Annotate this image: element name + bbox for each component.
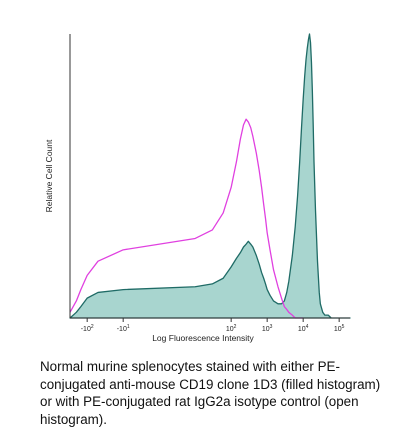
x-axis-title: Log Fluorescence Intensity [152,333,254,343]
x-tick-label: 105 [334,324,345,333]
x-tick-label: 102 [226,324,237,333]
figure-caption: Normal murine splenocytes stained with e… [40,359,381,427]
x-tick-label: -102 [81,324,94,333]
filled-histogram-series [69,33,351,319]
x-tick-label: 104 [298,324,309,333]
open-histogram-series [69,118,304,319]
histogram-chart: -102 -101 102 103 104 105 Log Fluorescence In… [44,33,351,343]
x-tick-label: 103 [262,324,273,333]
y-axis-title: Relative Cell Count [44,139,54,212]
plot-marks [69,33,351,319]
x-tick-label: -101 [117,324,130,333]
x-ticks: -102 -101 102 103 104 105 [81,318,345,333]
